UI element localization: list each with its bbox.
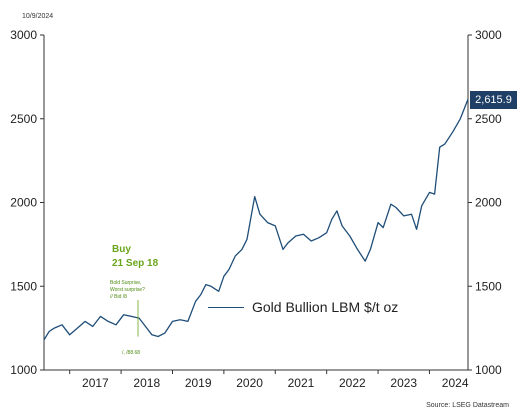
buy-annotation-line1: Buy	[112, 244, 131, 255]
x-tick-label: 2022	[339, 376, 366, 390]
y-tick-label-right: 3000	[475, 28, 502, 42]
y-tick-label-left: 1500	[10, 279, 37, 293]
annotation-note-4: /, /88.68	[122, 350, 141, 356]
series-group	[43, 99, 469, 341]
y-tick-label-right: 2500	[475, 112, 502, 126]
x-tick-label: 2023	[390, 376, 417, 390]
date-stamp: 10/9/2024	[22, 13, 54, 20]
annotation-note-3: // Bid /8	[110, 294, 127, 300]
annotation-note-2: Worst surprise?	[110, 287, 145, 293]
y-tick-label-left: 3000	[10, 28, 37, 42]
y-tick-label-right: 1000	[475, 363, 502, 377]
y-tick-label-left: 1000	[10, 363, 37, 377]
x-tick-label: 2021	[288, 376, 315, 390]
y-tick-label-left: 2000	[10, 196, 37, 210]
y-tick-label-right: 2000	[475, 196, 502, 210]
y-tick-label-right: 1500	[475, 279, 502, 293]
annotation-note-1: Bold Surprise,	[110, 280, 142, 286]
y-axis-ticks: 3000 3000 2500 2500 2000 2000 1500 1500 1000 1000	[10, 28, 502, 377]
series-line-gold	[43, 99, 469, 341]
y-tick-label-left: 2500	[10, 112, 37, 126]
legend-swatch	[208, 306, 244, 308]
buy-annotation: Buy 21 Sep 18	[112, 243, 158, 271]
x-tick-label: 2024	[442, 376, 469, 390]
x-tick-label: 2018	[133, 376, 160, 390]
source-note: Source: LSEG Datastream	[426, 402, 509, 409]
x-tick-label: 2019	[185, 376, 212, 390]
chart-legend: Gold Bullion LBM $/t oz	[208, 299, 398, 315]
buy-annotation-line2: 21 Sep 18	[112, 258, 159, 269]
legend-label: Gold Bullion LBM $/t oz	[252, 299, 399, 315]
x-tick-label: 2017	[82, 376, 109, 390]
last-value-badge: 2,615.9	[470, 91, 517, 109]
x-tick-label: 2020	[236, 376, 263, 390]
x-axis-ticks: 2017 2018 2019 2020 2021 2022 2023 2024	[69, 370, 469, 390]
